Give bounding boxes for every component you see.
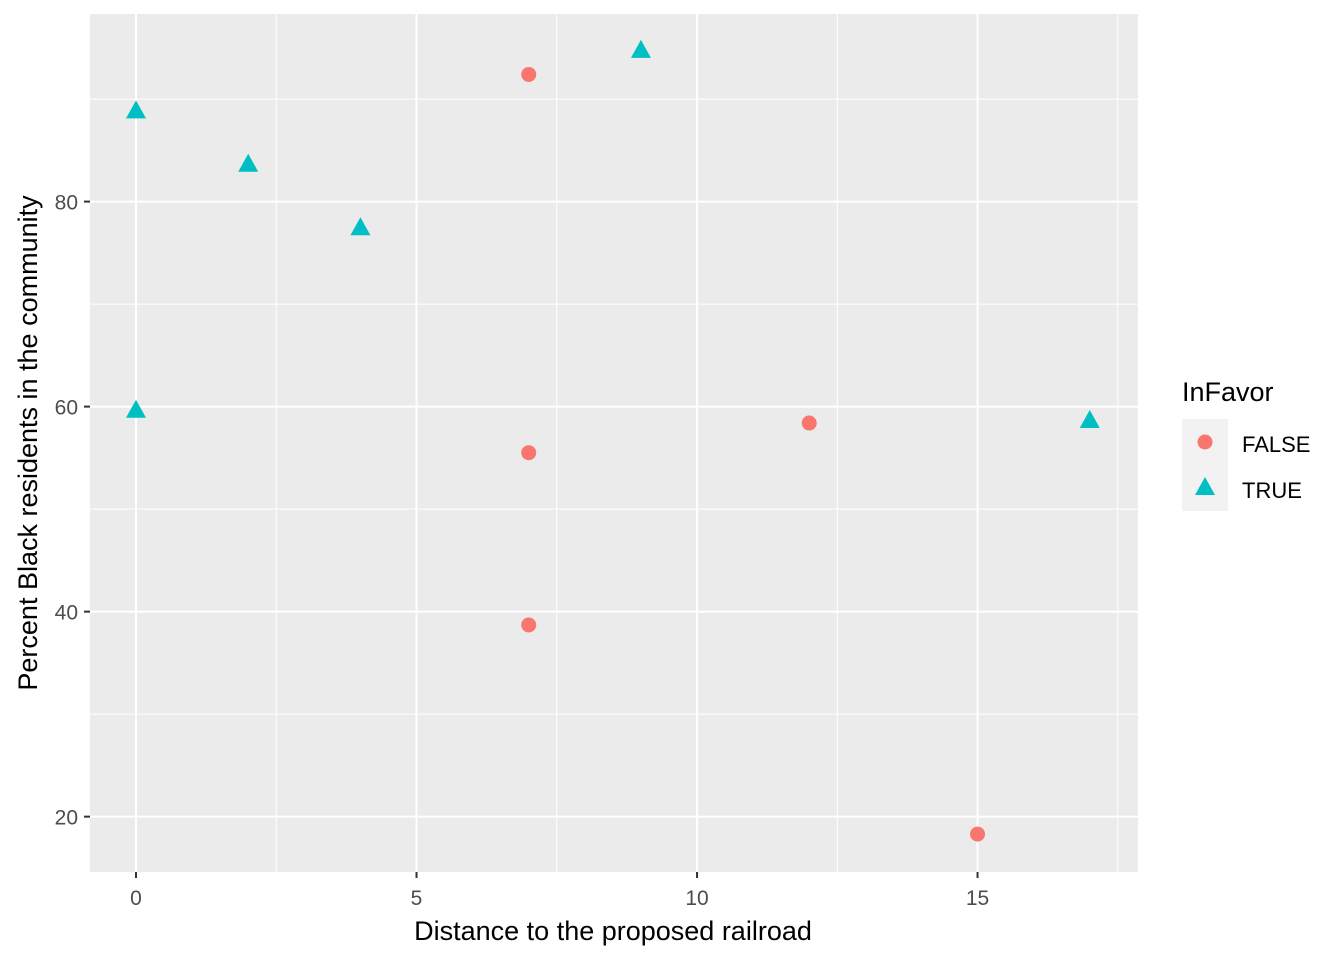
- point-true: [126, 100, 147, 119]
- x-axis-label: Distance to the proposed railroad: [414, 916, 812, 946]
- y-tick-label: 60: [55, 397, 78, 420]
- point-true: [630, 39, 651, 58]
- x-axis-ticks: 0 5 10 15: [130, 872, 989, 910]
- point-false: [521, 445, 537, 461]
- legend-key-false-circle: [1197, 434, 1213, 450]
- x-tick-label: 10: [685, 887, 708, 910]
- x-tick-label: 0: [130, 887, 142, 910]
- y-tick-label: 40: [55, 602, 78, 625]
- y-tick-label: 20: [55, 807, 78, 830]
- grid-minor: [90, 14, 1138, 872]
- point-false: [970, 826, 986, 842]
- plot-panel: [90, 14, 1138, 872]
- point-true: [1079, 409, 1100, 428]
- legend-key-true-triangle: [1195, 477, 1215, 495]
- point-false: [521, 66, 537, 82]
- point-false: [801, 415, 817, 431]
- point-true: [126, 399, 147, 418]
- legend-label-true: TRUE: [1242, 478, 1302, 503]
- grid-major: [90, 14, 1138, 872]
- y-axis-label: Percent Black residents in the community: [13, 195, 43, 691]
- point-false: [521, 617, 537, 633]
- data-points: [126, 39, 1100, 842]
- x-tick-label: 5: [411, 887, 423, 910]
- y-axis-ticks: 20 40 60 80: [55, 192, 90, 830]
- y-tick-label: 80: [55, 192, 78, 215]
- point-true: [350, 217, 371, 236]
- legend-title: InFavor: [1182, 377, 1274, 407]
- legend: InFavor FALSE TRUE: [1182, 377, 1310, 511]
- point-true: [238, 153, 259, 172]
- legend-label-false: FALSE: [1242, 432, 1310, 457]
- x-tick-label: 15: [966, 887, 989, 910]
